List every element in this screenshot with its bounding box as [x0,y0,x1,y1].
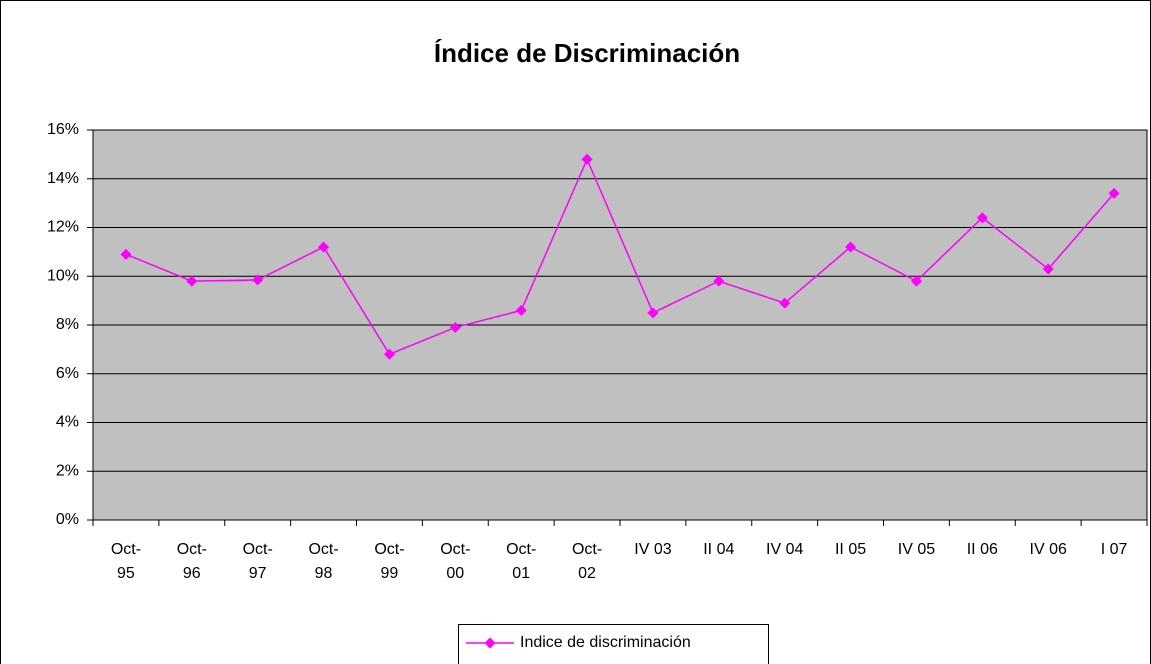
marker [120,248,132,260]
marker [1108,187,1120,199]
x-tick-label: Oct-02 [571,541,603,582]
marker [713,275,725,287]
x-tick-label: IV 05 [897,541,936,558]
x-tick-label: Oct-97 [242,541,273,582]
x-tick-label: I 07 [1100,541,1128,558]
marker [581,153,593,165]
y-tick-label: 6% [56,365,79,382]
marker [186,275,198,287]
x-tick-label: II 06 [966,541,998,558]
x-tick-label: Oct-98 [308,541,339,582]
x-tick-label: Oct-01 [506,541,537,582]
x-tick-label: II 05 [834,541,867,558]
marker [910,275,922,287]
y-tick-label: 0% [56,511,79,528]
x-tick-label: Oct-95 [110,541,142,582]
series-line [125,157,1115,356]
x-tick-label: II 04 [703,541,735,558]
y-tick-label: 14% [47,170,79,187]
marker [845,241,857,253]
marker [515,304,527,316]
legend-box [458,624,769,664]
marker [779,297,791,309]
x-tick-label: Oct-00 [440,541,471,582]
y-tick-label: 12% [47,219,79,236]
legend-marker [484,637,496,649]
x-tick-label: IV 03 [634,541,672,558]
marker [318,241,330,253]
y-tick-label: 4% [56,414,79,431]
marker [383,348,395,360]
marker [449,321,461,333]
y-tick-label: 8% [56,316,79,333]
chart-title: Índice de Discriminación [434,38,740,68]
y-tick-label: 10% [47,267,79,284]
x-tick-label: Oct-96 [176,541,207,582]
x-tick-label: IV 06 [1029,541,1067,558]
marker [252,274,264,286]
marker [647,307,659,319]
y-tick-label: 2% [56,462,79,479]
legend-label: Indice de discriminación [520,634,691,651]
x-tick-label: IV 04 [766,541,804,558]
marker [1042,263,1054,275]
x-tick-label: Oct-99 [374,541,405,582]
y-tick-label: 16% [47,121,79,138]
marker [976,212,988,224]
